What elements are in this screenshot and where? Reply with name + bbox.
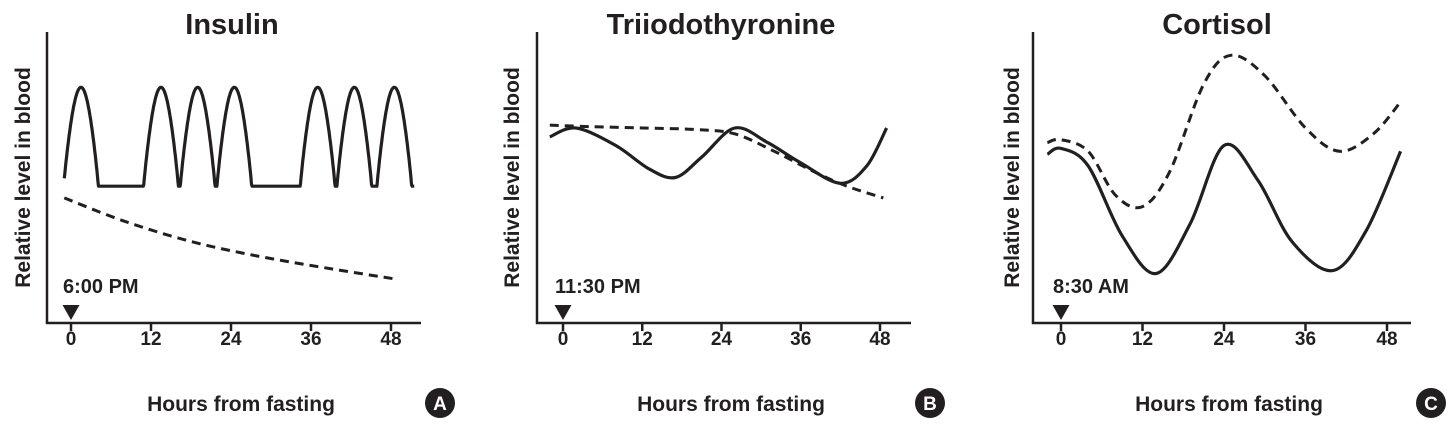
chart-title: Cortisol <box>1162 9 1272 41</box>
y-axis-label: Relative level in blood <box>1001 67 1024 288</box>
y-axis-label: Relative level in blood <box>12 67 35 288</box>
event-time-label: 11:30 PM <box>555 276 641 298</box>
x-tick-label: 36 <box>790 329 811 350</box>
series-pulsatile-line <box>62 85 416 188</box>
event-marker-icon <box>62 305 80 320</box>
x-tick-label: 0 <box>66 329 77 350</box>
panel-a: Insulin Relative level in blood 0 12 24 36 48 H… <box>12 9 455 418</box>
chart-title: Triiodothyronine <box>607 9 836 41</box>
event-marker-icon <box>554 305 572 320</box>
x-axis-label: Hours from fasting <box>1135 393 1323 416</box>
x-tick-label: 24 <box>1213 329 1235 350</box>
panel-badge <box>1416 388 1446 418</box>
panel-b: Triiodothyronine Relative level in blood 0… <box>501 9 945 418</box>
x-tick-label: 48 <box>869 329 890 350</box>
x-axis-label: Hours from fasting <box>637 393 825 416</box>
x-axis-label: Hours from fasting <box>147 393 335 416</box>
y-axis-label: Relative level in blood <box>501 67 524 288</box>
series-dashed-line <box>1046 53 1402 210</box>
panel-badge <box>425 388 455 418</box>
x-tick-label: 0 <box>558 329 569 350</box>
panel-badge-letter: C <box>1424 394 1438 415</box>
x-tick-label: 36 <box>1295 329 1316 350</box>
panel-c: Cortisol Relative level in blood 0 12 24 36 48… <box>1001 9 1446 418</box>
event-marker-icon <box>1052 305 1070 320</box>
x-tick-label: 12 <box>632 329 653 350</box>
x-tick-label: 24 <box>220 329 242 350</box>
chart-title: Insulin <box>185 9 278 41</box>
series-trend-line <box>63 196 398 281</box>
series-dashed-line <box>549 123 884 200</box>
x-tick-label: 24 <box>711 329 733 350</box>
panel-badge <box>915 388 945 418</box>
x-tick-label: 48 <box>380 329 401 350</box>
x-tick-label: 36 <box>300 329 321 350</box>
x-tick-label: 12 <box>140 329 161 350</box>
event-time-label: 6:00 PM <box>63 276 139 298</box>
series-solid-line <box>549 126 889 185</box>
x-tick-label: 48 <box>1376 329 1397 350</box>
series-solid-line <box>1046 142 1403 276</box>
x-tick-label: 12 <box>1132 329 1153 350</box>
panel-badge-letter: B <box>923 394 937 415</box>
x-tick-label: 0 <box>1056 329 1067 350</box>
panel-badge-letter: A <box>433 394 447 415</box>
event-time-label: 8:30 AM <box>1053 276 1129 298</box>
